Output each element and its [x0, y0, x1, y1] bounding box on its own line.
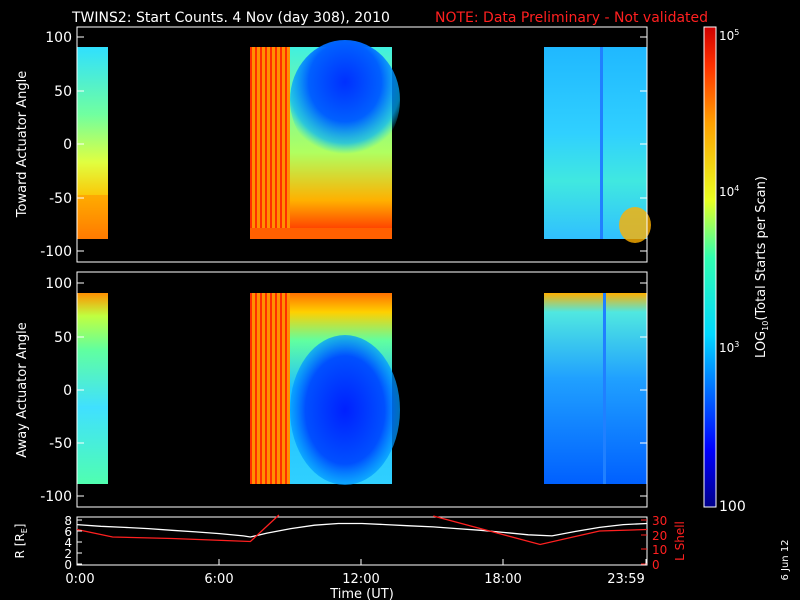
ephem-ylabel-main: R [R	[13, 533, 27, 558]
colorbar-tick-1e3-exp: 3	[734, 340, 739, 349]
colorbar-label-sub: 10	[761, 321, 770, 331]
colorbar-tick-1e4: 104	[719, 184, 739, 199]
ephem-ytick-0: 0	[64, 558, 72, 572]
away-panel: 100 50 0 -50 -100 Away Actuator Angle	[15, 271, 648, 508]
ephemeris-series-line-2	[433, 515, 648, 546]
colorbar-label-post: (Total Starts per Scan)	[754, 176, 769, 321]
away-ytick-m50: -50	[49, 436, 72, 452]
colorbar-tick-1e4-base: 10	[719, 185, 734, 199]
ephem-ytick-6: 6	[64, 525, 72, 539]
toward-y-ticks	[77, 36, 647, 252]
ephemeris-series-line-1	[76, 514, 280, 543]
toward-panel: 100 50 0 -50 -100 Toward Actuator Angle	[15, 26, 651, 263]
toward-ylabel: Toward Actuator Angle	[15, 71, 30, 218]
xtick-2359: 23:59	[607, 572, 644, 587]
ephem-y2tick-10: 10	[652, 543, 667, 557]
toward-ytick-m100: -100	[40, 244, 72, 260]
colorbar-tick-1e3: 103	[719, 340, 739, 355]
xtick-0600: 6:00	[204, 572, 233, 587]
preliminary-note: NOTE: Data Preliminary - Not validated	[435, 10, 708, 26]
ephem-ytick-2: 2	[64, 547, 72, 561]
x-axis-label: Time (UT)	[329, 587, 394, 600]
toward-ytick-50: 50	[54, 84, 72, 100]
colorbar-tick-1e5: 105	[719, 28, 739, 43]
colorbar-tick-1e4-exp: 4	[734, 184, 739, 193]
ephemeris-right-ticks	[641, 519, 647, 565]
away-ylabel: Away Actuator Angle	[15, 322, 30, 457]
colorbar-gradient	[703, 26, 717, 508]
ephem-ylabel-end: ]	[13, 524, 27, 529]
xtick-1800: 18:00	[484, 572, 521, 587]
ephem-y2tick-0: 0	[652, 558, 660, 572]
away-y-ticks	[77, 282, 647, 497]
ephemeris-series-line-0	[76, 522, 648, 538]
colorbar: 105 104 103 100 LOG10(Total Starts per S…	[703, 26, 770, 515]
away-ytick-m100: -100	[40, 489, 72, 505]
ephem-y2tick-20: 20	[652, 529, 667, 543]
away-ytick-0: 0	[63, 383, 72, 399]
ephemeris-series	[76, 514, 648, 546]
ephem-y2tick-30: 30	[652, 514, 667, 528]
xtick-1200: 12:00	[342, 572, 379, 587]
ephem-ylabel-sub: E	[20, 528, 29, 533]
side-date: 6 Jun 12	[780, 539, 791, 580]
chart-title: TWINS2: Start Counts. 4 Nov (day 308), 2…	[71, 10, 390, 26]
ephemeris-panel: 8 6 4 2 0 R [RE] 30 20 10 0 L Shell 0:00…	[13, 514, 687, 600]
ephem-y2label: L Shell	[673, 521, 687, 561]
colorbar-tick-1e5-base: 10	[719, 29, 734, 43]
ephem-ylabel: R [RE]	[13, 524, 29, 559]
away-ytick-50: 50	[54, 330, 72, 346]
ephem-ytick-8: 8	[64, 514, 72, 528]
ephemeris-left-ticks	[77, 519, 82, 565]
colorbar-tick-1e3-base: 10	[719, 341, 734, 355]
away-heatmap	[77, 293, 647, 485]
colorbar-label: LOG10(Total Starts per Scan)	[754, 176, 770, 358]
toward-ytick-m50: -50	[49, 191, 72, 207]
ephemeris-axes-frame	[76, 516, 648, 566]
colorbar-tick-1e5-exp: 5	[734, 28, 739, 37]
colorbar-tick-100: 100	[719, 499, 746, 515]
x-axis-ticks	[76, 559, 647, 565]
xtick-0000: 0:00	[65, 572, 94, 587]
ephem-ytick-4: 4	[64, 536, 72, 550]
toward-heatmap	[77, 40, 651, 243]
toward-ytick-100: 100	[45, 30, 72, 46]
toward-ytick-0: 0	[63, 137, 72, 153]
away-ytick-100: 100	[45, 276, 72, 292]
colorbar-label-pre: LOG	[754, 331, 769, 358]
